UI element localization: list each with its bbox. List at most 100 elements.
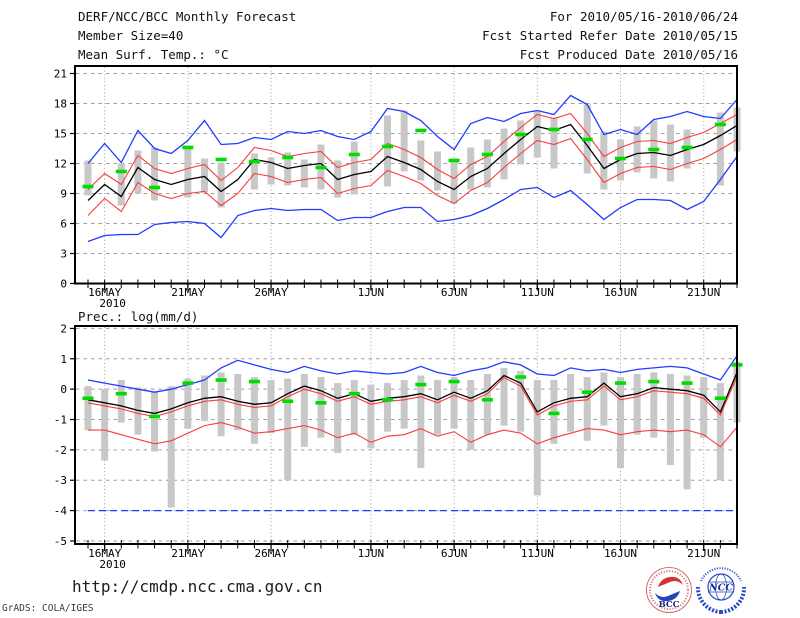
spread-bar — [84, 160, 92, 196]
y-tick-label: 18 — [54, 98, 67, 111]
spread-bar — [367, 384, 375, 449]
observation-dash — [182, 381, 194, 385]
spread-bar — [284, 378, 292, 481]
spread-bar — [633, 126, 641, 173]
spread-bar — [134, 150, 142, 194]
temp-chart-title: Mean Surf. Temp.: °C — [78, 47, 229, 62]
spread-bar — [217, 372, 225, 437]
ncc-wreath-left — [695, 586, 722, 614]
spread-bar — [483, 373, 491, 435]
x-tick-label: 6JUN — [441, 286, 468, 299]
surface-temperature-spread-bars — [84, 104, 741, 208]
spread-bar — [650, 372, 658, 438]
spread-bar — [267, 380, 275, 434]
observation-dash — [115, 169, 127, 174]
spread-bar — [417, 140, 425, 181]
y-tick-label: 6 — [60, 218, 67, 231]
ncc-logo-text: NCC — [708, 583, 733, 594]
observation-dash — [548, 411, 560, 416]
y-tick-label: 9 — [60, 188, 67, 201]
surface-temperature-ensemble-min-line — [87, 156, 738, 243]
spread-bar — [633, 373, 641, 435]
observation-dash — [149, 185, 161, 190]
observation-dash — [615, 381, 627, 385]
observation-dash — [448, 158, 460, 163]
observation-dash — [282, 399, 294, 404]
spread-bar — [350, 141, 358, 195]
x-tick-label: 21MAY — [171, 286, 204, 299]
spread-bar — [600, 372, 608, 426]
observation-dash — [515, 132, 527, 137]
spread-bar — [450, 377, 458, 429]
spread-bar — [700, 377, 708, 438]
bcc-logo-text: BCC — [659, 600, 680, 610]
ncc-wreath-right — [720, 586, 747, 614]
x-tick-label: 1JUN — [358, 547, 385, 560]
observation-dash — [681, 145, 693, 150]
spread-bar — [267, 157, 275, 185]
observation-dash — [315, 165, 327, 170]
spread-bar — [184, 145, 192, 198]
spread-bar — [583, 377, 591, 441]
x-tick-label: 1JUN — [358, 286, 385, 299]
y-tick-label: -3 — [54, 474, 67, 487]
observation-dash — [182, 145, 194, 150]
precipitation-upper-quartile-line — [87, 376, 738, 418]
x-tick-label: 26MAY — [254, 286, 287, 299]
spread-bar — [184, 378, 192, 429]
spread-bar — [417, 375, 425, 469]
spread-bar — [716, 383, 724, 481]
refer-date-label: Fcst Started Refer Date 2010/05/15 — [482, 28, 738, 43]
spread-bar — [217, 162, 225, 208]
observation-dash — [149, 414, 161, 419]
observation-dash — [681, 381, 693, 385]
observation-dash — [714, 396, 726, 401]
y-tick-label: -4 — [54, 505, 68, 518]
y-tick-label: 15 — [54, 128, 67, 141]
observation-dash — [115, 391, 127, 396]
x-tick-label: 21MAY — [171, 547, 204, 560]
observation-dash — [415, 128, 427, 133]
bcc-text-ring — [649, 570, 689, 610]
observation-dash — [581, 390, 593, 394]
spread-bar — [300, 373, 308, 447]
spread-bar — [567, 373, 575, 432]
observation-dash — [248, 379, 260, 384]
spread-bar — [350, 380, 358, 435]
spread-bar — [400, 380, 408, 429]
bcc-outer-ring — [646, 567, 692, 613]
ncc-meridian — [715, 573, 727, 601]
source-url-text: http://cmdp.ncc.cma.gov.cn — [72, 577, 323, 596]
spread-bar — [517, 120, 525, 165]
x-tick-label: 21JUN — [687, 547, 720, 560]
y-tick-label: -5 — [54, 535, 67, 548]
x-tick-label: 21JUN — [687, 286, 720, 299]
observation-dash — [648, 379, 660, 384]
x-tick-label: 6JUN — [441, 547, 468, 560]
spread-bar — [683, 375, 691, 490]
spread-bar — [433, 380, 441, 435]
surface-temperature-ensemble-mean-line — [87, 123, 738, 201]
grads-credit: GrADS: COLA/IGES — [2, 603, 94, 614]
valid-range-label: For 2010/05/16-2010/06/24 — [549, 9, 738, 24]
spread-bar — [384, 115, 392, 187]
observation-dash — [248, 159, 260, 164]
spread-bar — [200, 158, 208, 193]
precipitation-ensemble-max-line — [87, 355, 738, 393]
spread-bar — [617, 377, 625, 469]
y-tick-label: 3 — [60, 248, 67, 261]
spread-bar — [317, 377, 325, 438]
surface-temperature-lower-quartile-line — [87, 137, 738, 216]
observation-dash — [315, 401, 327, 405]
x-tick-label: 26MAY — [254, 547, 287, 560]
observation-dash — [348, 391, 360, 396]
spread-bar — [666, 373, 674, 466]
y-tick-label: 21 — [54, 68, 67, 81]
spread-bar — [234, 373, 242, 431]
spread-bar — [433, 151, 441, 191]
y-tick-label: 1 — [60, 353, 67, 366]
x-year-label: 2010 — [99, 297, 126, 310]
